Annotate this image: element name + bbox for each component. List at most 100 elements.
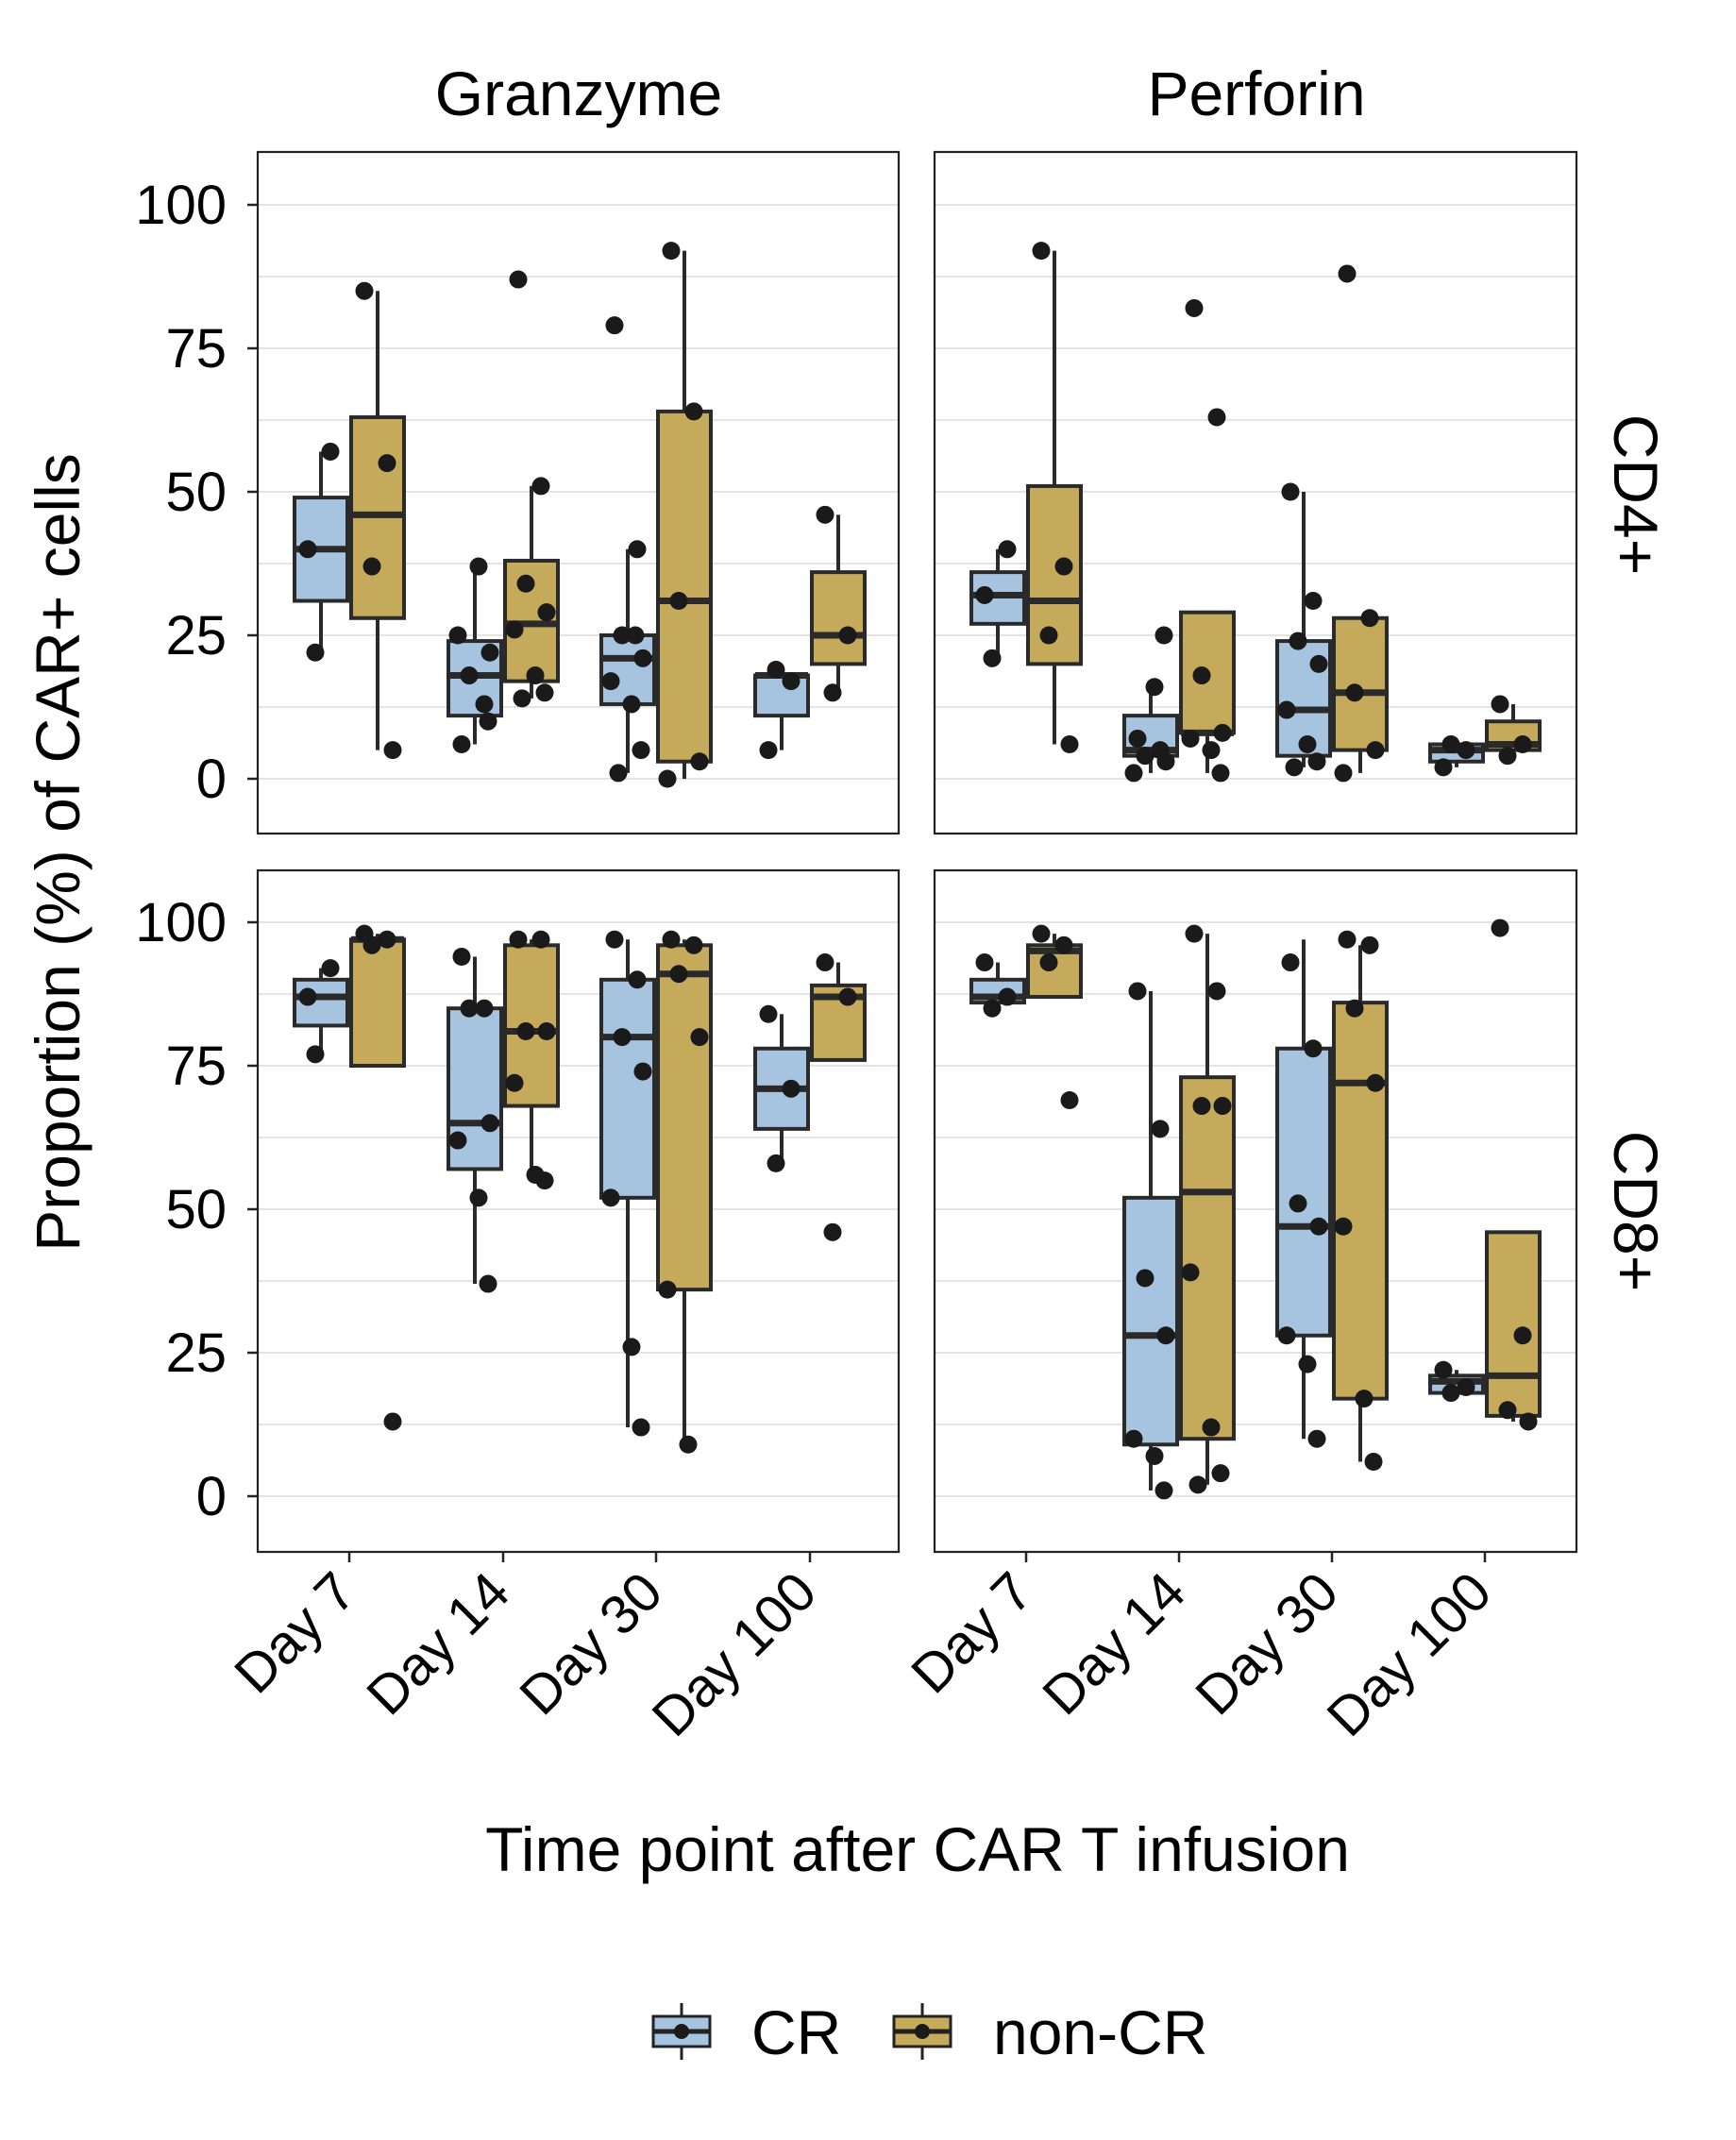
- data-point: [1304, 1039, 1323, 1058]
- data-point: [298, 540, 317, 559]
- data-point: [452, 947, 471, 966]
- data-point: [1156, 752, 1175, 771]
- data-point: [526, 666, 545, 685]
- data-point: [362, 935, 381, 954]
- data-point: [505, 620, 524, 639]
- data-point: [767, 1154, 785, 1172]
- y-tick-label: 50: [165, 462, 227, 523]
- box-group: [503, 939, 560, 1175]
- data-point: [1032, 242, 1051, 261]
- data-point: [823, 683, 842, 702]
- x-tick-label: Day 14: [355, 1560, 521, 1727]
- data-point: [1207, 408, 1226, 427]
- y-tick-label: 25: [165, 605, 227, 666]
- box: [1179, 1075, 1236, 1441]
- data-point: [1360, 609, 1379, 628]
- box: [1332, 615, 1389, 752]
- y-tick-label: 75: [165, 1036, 227, 1097]
- box-group: [810, 962, 867, 1062]
- data-point: [983, 649, 1002, 667]
- data-point: [1457, 741, 1475, 760]
- box-group: [1275, 939, 1332, 1440]
- data-point: [1054, 557, 1073, 576]
- data-point: [1202, 1418, 1221, 1437]
- data-point: [1211, 1464, 1230, 1483]
- data-point: [1192, 1097, 1211, 1116]
- data-point: [516, 574, 535, 593]
- box: [1275, 1046, 1332, 1338]
- data-point: [1285, 758, 1304, 777]
- data-point: [1360, 935, 1379, 954]
- box-group: [349, 291, 406, 750]
- y-tick-label: 0: [196, 1466, 227, 1527]
- data-point: [321, 442, 340, 461]
- x-tick-label: Day 14: [1031, 1560, 1197, 1727]
- data-point: [1334, 1217, 1353, 1236]
- panel-frame: [256, 868, 901, 1554]
- data-point: [1309, 654, 1328, 673]
- data-point: [383, 741, 402, 760]
- box-group: [1485, 703, 1542, 756]
- data-point: [1498, 1401, 1517, 1420]
- data-point: [1289, 632, 1307, 650]
- box-group: [349, 934, 406, 1068]
- data-point: [513, 689, 531, 708]
- data-point: [1441, 735, 1460, 754]
- data-point: [509, 270, 528, 289]
- data-point: [1491, 695, 1509, 714]
- data-point: [1366, 1073, 1385, 1092]
- data-point: [535, 683, 554, 702]
- data-point: [1434, 758, 1453, 777]
- data-point: [1211, 764, 1230, 783]
- data-point: [1202, 741, 1221, 760]
- box-group: [1179, 934, 1236, 1485]
- data-point: [605, 930, 624, 949]
- data-point: [609, 764, 628, 783]
- data-point: [1060, 1090, 1079, 1109]
- data-point: [1188, 1475, 1207, 1494]
- strip-label-row-1: CD8+: [1601, 1131, 1671, 1292]
- data-point: [838, 626, 857, 645]
- strip-label-row-0: CD4+: [1601, 414, 1671, 576]
- data-point: [298, 987, 317, 1006]
- data-point: [378, 454, 396, 473]
- data-point: [1277, 700, 1296, 719]
- data-point: [383, 1412, 402, 1431]
- data-point: [505, 1073, 524, 1092]
- box-group: [969, 548, 1026, 659]
- data-point: [684, 402, 703, 421]
- data-point: [975, 585, 994, 604]
- box-group: [810, 514, 867, 693]
- data-point: [1192, 666, 1211, 685]
- data-point: [1155, 1481, 1173, 1500]
- data-point: [1355, 1390, 1374, 1408]
- data-point: [975, 953, 994, 972]
- data-point: [1181, 729, 1200, 748]
- box-group: [656, 939, 713, 1445]
- data-point: [1039, 626, 1058, 645]
- data-point: [628, 540, 647, 559]
- box: [1332, 1001, 1389, 1401]
- y-tick-label: 75: [165, 318, 227, 379]
- box-group: [293, 968, 349, 1054]
- data-point: [690, 752, 709, 771]
- data-points: [298, 242, 1538, 1500]
- data-point: [1032, 924, 1051, 943]
- x-tick-label: Day 100: [1315, 1560, 1503, 1748]
- data-point: [1513, 1326, 1532, 1345]
- data-point: [460, 666, 479, 685]
- data-point: [1345, 683, 1364, 702]
- data-point: [1155, 626, 1173, 645]
- data-point: [823, 1222, 842, 1241]
- y-axis-title: Proportion (%) of CAR+ cells: [23, 453, 93, 1251]
- data-point: [1156, 1326, 1175, 1345]
- data-point: [469, 1188, 488, 1207]
- box: [656, 409, 713, 764]
- data-point: [1145, 678, 1164, 697]
- data-point: [1185, 298, 1204, 317]
- data-point: [816, 953, 834, 972]
- box: [599, 633, 656, 706]
- data-point: [479, 712, 497, 731]
- data-point: [628, 970, 647, 989]
- data-point: [448, 1131, 467, 1150]
